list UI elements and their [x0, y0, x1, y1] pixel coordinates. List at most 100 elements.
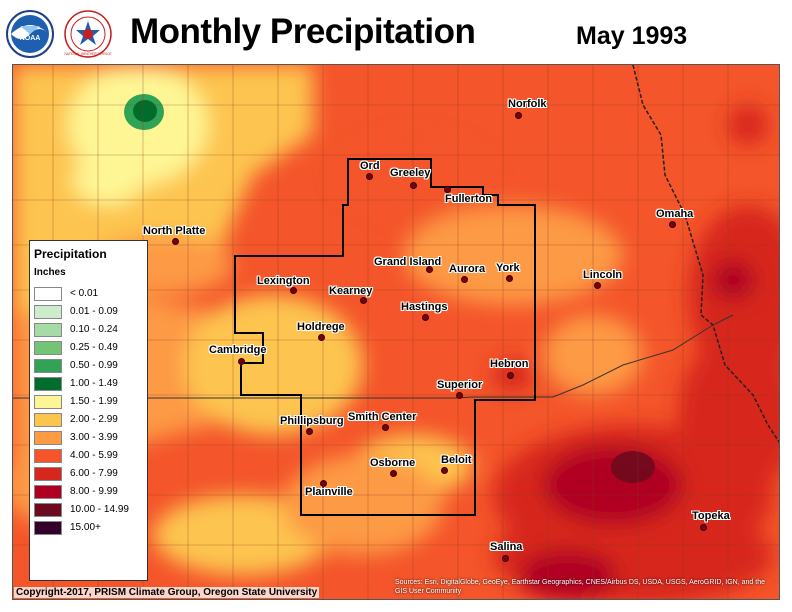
nws-logo-icon: NATIONAL WEATHER SERVICE	[64, 10, 112, 58]
city-dot	[502, 555, 509, 562]
city-label-plainville: Plainville	[305, 486, 353, 498]
legend-item: 3.00 - 3.99	[34, 430, 146, 448]
nws-logo-text: NATIONAL WEATHER SERVICE	[65, 52, 112, 56]
city-label-york: York	[496, 262, 520, 274]
legend-swatch	[34, 503, 62, 517]
legend-label: 0.01 - 0.09	[70, 306, 118, 317]
city-label-greeley: Greeley	[390, 167, 431, 179]
city-dot	[669, 221, 676, 228]
legend-label: 2.00 - 2.99	[70, 414, 118, 425]
legend-swatch	[34, 413, 62, 427]
city-label-superior: Superior	[437, 379, 483, 391]
city-dot	[366, 173, 373, 180]
city-label-osborne: Osborne	[370, 457, 416, 469]
city-label-ord: Ord	[360, 160, 380, 172]
legend-label: 1.00 - 1.49	[70, 378, 118, 389]
legend-item: 10.00 - 14.99	[34, 502, 146, 520]
legend-label: < 0.01	[70, 288, 99, 299]
legend-item: 8.00 - 9.99	[34, 484, 146, 502]
legend-swatch	[34, 449, 62, 463]
legend-label: 0.25 - 0.49	[70, 342, 118, 353]
city-label-lexington: Lexington	[257, 275, 310, 287]
noaa-logo-text: NOAA	[20, 35, 41, 42]
forecast-area-boundary	[234, 158, 536, 516]
city-label-salina: Salina	[490, 541, 523, 553]
city-label-norfolk: Norfolk	[508, 98, 547, 110]
header: NOAA NATIONAL WEATHER SERVICE Monthly Pr…	[0, 0, 792, 64]
legend-label: 1.50 - 1.99	[70, 396, 118, 407]
legend-swatch	[34, 395, 62, 409]
legend-item: 0.50 - 0.99	[34, 358, 146, 376]
legend-swatch	[34, 467, 62, 481]
legend-swatch	[34, 305, 62, 319]
city-label-lincoln: Lincoln	[583, 269, 623, 281]
city-label-hebron: Hebron	[490, 358, 529, 370]
legend-item: 0.01 - 0.09	[34, 304, 146, 322]
city-dot	[506, 275, 513, 282]
legend-item: 0.10 - 0.24	[34, 322, 146, 340]
city-dot	[410, 182, 417, 189]
city-dot	[172, 238, 179, 245]
legend-label: 3.00 - 3.99	[70, 432, 118, 443]
city-label-beloit: Beloit	[441, 454, 472, 466]
legend-swatch	[34, 323, 62, 337]
city-label-omaha: Omaha	[656, 208, 694, 220]
legend-title: Precipitation	[34, 247, 107, 261]
city-dot	[515, 112, 522, 119]
copyright-text: Copyright-2017, PRISM Climate Group, Ore…	[14, 587, 320, 598]
legend-swatch	[34, 377, 62, 391]
city-dot	[320, 480, 327, 487]
legend-item: 6.00 - 7.99	[34, 466, 146, 484]
legend-label: 0.10 - 0.24	[70, 324, 118, 335]
legend-item: 1.50 - 1.99	[34, 394, 146, 412]
legend-label: 8.00 - 9.99	[70, 486, 118, 497]
city-dot	[306, 428, 313, 435]
legend-swatch	[34, 521, 62, 535]
city-dot	[507, 372, 514, 379]
city-label-smith-center: Smith Center	[348, 411, 417, 423]
legend-item: 1.00 - 1.49	[34, 376, 146, 394]
city-label-holdrege: Holdrege	[297, 321, 345, 333]
legend-label: 15.00+	[70, 522, 101, 533]
city-dot	[700, 524, 707, 531]
city-dot	[290, 287, 297, 294]
city-dot	[360, 297, 367, 304]
legend-item: 4.00 - 5.99	[34, 448, 146, 466]
legend-item: 15.00+	[34, 520, 146, 538]
legend-item: < 0.01	[34, 286, 146, 304]
city-label-north-platte: North Platte	[143, 225, 206, 237]
county-lines	[13, 65, 779, 599]
legend-label: 10.00 - 14.99	[70, 504, 129, 515]
city-dot	[594, 282, 601, 289]
city-dot	[390, 470, 397, 477]
city-dot	[318, 334, 325, 341]
city-dot	[461, 276, 468, 283]
city-label-phillipsburg: Phillipsburg	[280, 415, 344, 427]
city-dot	[422, 314, 429, 321]
legend-swatch	[34, 431, 62, 445]
missouri-river	[632, 65, 779, 444]
city-dot	[382, 424, 389, 431]
noaa-logo-icon: NOAA	[6, 10, 54, 58]
legend-swatch	[34, 359, 62, 373]
legend-item: 0.25 - 0.49	[34, 340, 146, 358]
city-label-kearney: Kearney	[329, 285, 373, 297]
city-label-grand-island: Grand Island	[374, 256, 442, 268]
legend: Precipitation Inches < 0.01 0.01 - 0.09 0.…	[29, 240, 148, 581]
city-label-hastings: Hastings	[401, 301, 448, 313]
city-dot	[426, 266, 433, 273]
basemap-source-text: Sources: Esri, DigitalGlobe, GeoEye, Ear…	[395, 579, 765, 595]
city-label-cambridge: Cambridge	[209, 344, 267, 356]
map-title: Monthly Precipitation	[130, 12, 476, 51]
city-dot	[441, 467, 448, 474]
legend-label: 6.00 - 7.99	[70, 468, 118, 479]
city-dot	[444, 186, 451, 193]
city-dot	[238, 358, 245, 365]
city-label-fullerton: Fullerton	[445, 193, 493, 205]
legend-item: 2.00 - 2.99	[34, 412, 146, 430]
city-label-aurora: Aurora	[449, 263, 486, 275]
city-label-topeka: Topeka	[692, 510, 730, 522]
legend-swatch	[34, 341, 62, 355]
map-date: May 1993	[576, 22, 688, 50]
legend-label: 4.00 - 5.99	[70, 450, 118, 461]
